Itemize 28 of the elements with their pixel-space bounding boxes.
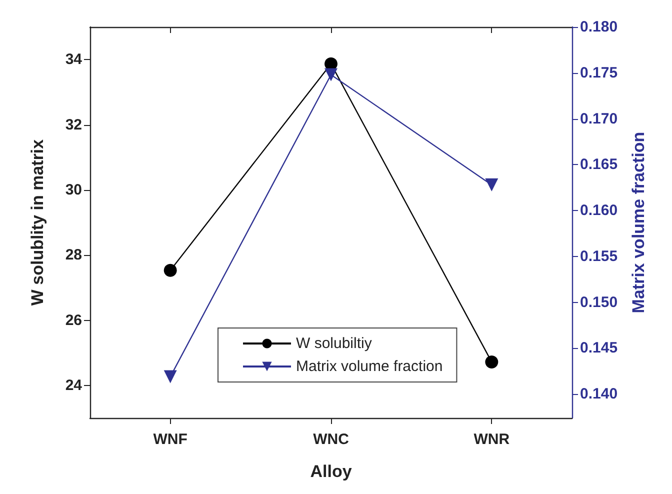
y2-tick-label: 0.180 [580, 18, 618, 36]
y2-tick-label: 0.140 [580, 386, 618, 403]
y-tick-label: 34 [65, 51, 83, 68]
point [485, 178, 498, 192]
y-tick-label: 28 [65, 246, 82, 264]
legend-label: W solubiltiy [296, 335, 372, 352]
point [324, 68, 338, 82]
y2-tick-label: 0.170 [580, 110, 618, 128]
y2-tick-label: 0.150 [580, 294, 618, 311]
point [164, 264, 177, 277]
point [485, 355, 498, 368]
y-tick-label: 26 [65, 312, 82, 329]
y2-tick-label: 0.175 [580, 64, 618, 82]
y2-tick-label: 0.160 [580, 202, 618, 220]
x-tick-label: WNF [153, 431, 188, 448]
y2-tick-label: 0.165 [580, 156, 618, 174]
y2-tick-label: 0.145 [580, 340, 618, 357]
y-tick-label: 24 [65, 376, 83, 394]
x-tick-label: WNC [313, 431, 350, 448]
legend-label: Matrix volume fraction [296, 358, 443, 375]
y-axis-title: W solublity in matrix [28, 138, 47, 306]
x-tick-label: WNR [474, 431, 510, 448]
y2-axis-title: Matrix volume fraction [629, 132, 648, 314]
point [164, 370, 177, 384]
y-tick-label: 30 [65, 181, 82, 198]
y-tick-label: 32 [65, 116, 82, 134]
x-axis-title: Alloy [310, 462, 352, 481]
y2-tick-label: 0.155 [580, 248, 618, 265]
